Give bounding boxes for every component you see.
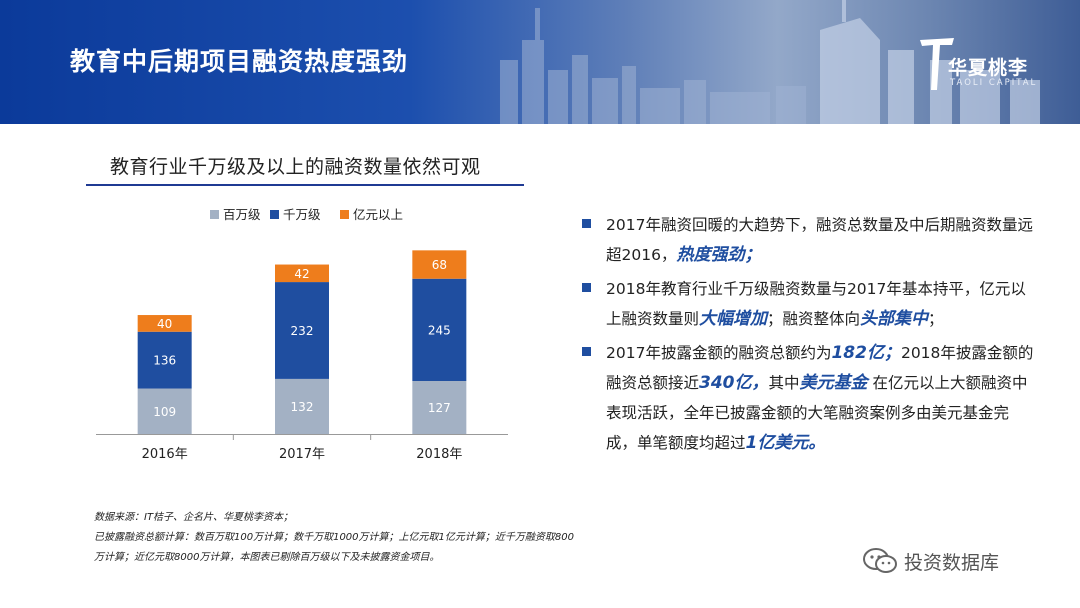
bullet-text: 2018年教育行业千万级融资数量与2017年基本持平，亿元以上融资数量则大幅增加…	[606, 274, 1038, 334]
legend-label: 百万级	[223, 207, 261, 222]
bullet-emphasis: 美元基金	[799, 373, 868, 393]
watermark: 投资数据库	[862, 546, 999, 576]
bar-segment	[412, 380, 467, 434]
legend-swatch	[210, 210, 219, 219]
bar-data-label: 245	[428, 323, 451, 337]
bullet-segment: 其中	[768, 374, 800, 392]
x-tick-label: 2017年	[279, 447, 325, 462]
bullet-segment: 2017年融资回暖的大趋势下，融资总数量及中后期融资数量远超2016，	[606, 216, 1033, 264]
bullet-segment: 2017年披露金额的融资总额约为	[606, 344, 832, 362]
bullet-text: 2017年披露金额的融资总额约为182亿；2018年披露金额的融资总额接近340…	[606, 338, 1038, 458]
watermark-text: 投资数据库	[904, 551, 1000, 574]
bullet-square-icon	[582, 347, 591, 356]
bar-segment	[275, 264, 329, 283]
bar-segment	[275, 378, 329, 434]
bullet-segment: 2018年教育行业千万级融资数量与2017年基本持平，亿元以上融资数量则	[606, 280, 1026, 328]
subtitle-underline	[86, 184, 524, 186]
legend-label: 亿元以上	[353, 207, 403, 222]
stacked-bar-chart: 百万级 千万级 亿元以上 109 136 40 2016年 132 232 42 2017年 127 2…	[96, 207, 508, 462]
bar-data-label: 40	[157, 317, 172, 331]
taoli-capital-logo: 华夏桃李 TAOLI CAPITAL	[918, 36, 1058, 92]
wechat-icon	[863, 548, 897, 573]
bullet-segment: ；	[928, 310, 944, 328]
bar-data-label: 136	[153, 354, 176, 368]
bullet-emphasis: 340亿，	[699, 373, 769, 393]
source-line: 数据来源：IT桔子、企名片、华夏桃李资本；	[94, 512, 294, 523]
bullet-segment: 在亿元以上大额融资中表现活跃，全年已披露金额的大笔融资案例多由美元基金完成，单笔…	[606, 374, 1028, 452]
bullet-emphasis: 大幅增加	[699, 309, 768, 329]
bullet-square-icon	[582, 219, 591, 228]
x-tick-label: 2018年	[416, 447, 462, 462]
bullet-emphasis: 热度强劲；	[676, 245, 762, 265]
bar-segment	[275, 282, 329, 379]
bar-data-label: 132	[291, 400, 314, 414]
bar-segment	[137, 315, 192, 332]
data-source-note: 数据来源：IT桔子、企名片、华夏桃李资本； 已披露融资总额计算：数百万取100万计…	[94, 508, 574, 568]
header-banner: 教育中后期项目融资热度强劲 华夏桃李 TAOLI CAPITAL	[0, 0, 1080, 124]
x-tick-label: 2016年	[142, 447, 188, 462]
bullet-list: 2017年融资回暖的大趋势下，融资总数量及中后期融资数量远超2016，热度强劲；…	[578, 210, 1038, 462]
bar-data-label: 232	[291, 324, 314, 338]
bullet-segment: ；融资整体向	[767, 310, 861, 328]
city-skyline-image	[500, 0, 1040, 124]
legend-swatch	[340, 210, 349, 219]
bullet-emphasis: 182亿；	[831, 343, 901, 363]
legend-label: 千万级	[283, 207, 321, 222]
logo-name: 华夏桃李	[948, 57, 1029, 79]
bullet-square-icon	[582, 283, 591, 292]
bullet-item: 2017年融资回暖的大趋势下，融资总数量及中后期融资数量远超2016，热度强劲；	[578, 210, 1038, 270]
bar-data-label: 109	[153, 405, 176, 419]
bar-data-label: 42	[294, 267, 309, 281]
source-line: 已披露融资总额计算：数百万取100万计算；数千万取1000万计算；上亿元取1亿元…	[94, 532, 574, 563]
bar-segment	[137, 331, 192, 389]
page-title: 教育中后期项目融资热度强劲	[70, 47, 409, 76]
bar-data-label: 68	[432, 258, 447, 272]
bar-segment	[412, 250, 467, 279]
bar-segment	[412, 278, 467, 381]
bullet-item: 2018年教育行业千万级融资数量与2017年基本持平，亿元以上融资数量则大幅增加…	[578, 274, 1038, 334]
section-subtitle: 教育行业千万级及以上的融资数量依然可观	[110, 156, 481, 178]
legend-swatch	[270, 210, 279, 219]
bullet-segment: 2018年披露金额的融资总额接近	[606, 344, 1034, 392]
bar-segment	[137, 388, 192, 434]
taoli-logo-mark-icon	[920, 38, 954, 90]
bullet-item: 2017年披露金额的融资总额约为182亿；2018年披露金额的融资总额接近340…	[578, 338, 1038, 458]
logo-english-name: TAOLI CAPITAL	[950, 78, 1038, 88]
bullet-emphasis: 1亿美元。	[745, 433, 826, 453]
bullet-text: 2017年融资回暖的大趋势下，融资总数量及中后期融资数量远超2016，热度强劲；	[606, 210, 1038, 270]
bar-data-label: 127	[428, 401, 451, 415]
bullet-emphasis: 头部集中	[860, 309, 929, 329]
